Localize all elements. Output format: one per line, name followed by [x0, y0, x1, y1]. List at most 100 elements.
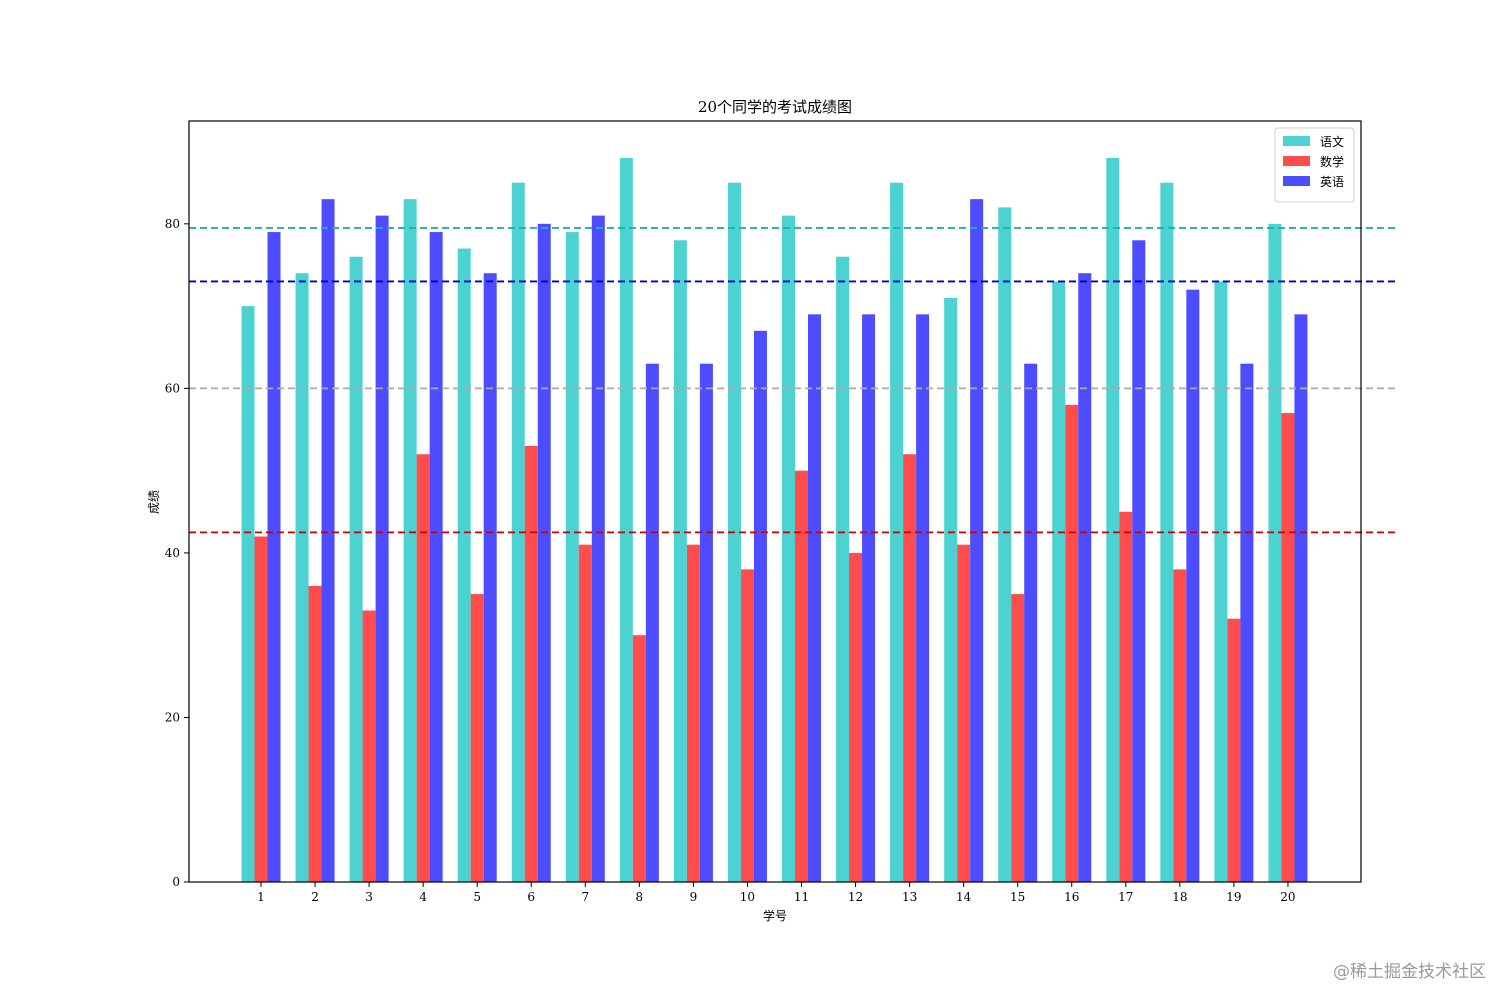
bar — [1268, 223, 1282, 883]
bar — [470, 594, 484, 882]
bar — [808, 314, 821, 882]
bar — [565, 232, 579, 882]
x-tick-label: 12 — [848, 890, 863, 904]
x-tick-label: 3 — [365, 890, 373, 904]
bar — [1160, 182, 1174, 882]
x-tick-label: 16 — [1064, 890, 1079, 904]
bar — [1186, 289, 1200, 882]
bar — [957, 544, 971, 882]
bar — [944, 297, 958, 882]
x-tick-label: 18 — [1172, 890, 1187, 904]
bar — [308, 585, 322, 882]
bar — [321, 199, 335, 883]
bar — [673, 240, 687, 883]
x-tick-label: 5 — [473, 890, 481, 904]
bar — [591, 215, 605, 882]
x-tick-label: 7 — [581, 890, 589, 904]
bar — [1173, 569, 1187, 882]
y-tick-label: 80 — [165, 217, 180, 231]
bar — [241, 306, 255, 882]
bar — [836, 256, 850, 882]
bar — [457, 248, 471, 882]
bar — [686, 544, 700, 882]
reference-lines-layer — [189, 227, 1395, 534]
bar — [1011, 594, 1025, 882]
bar — [1214, 281, 1228, 883]
y-axis-label: 成绩 — [147, 490, 161, 514]
bar — [699, 363, 713, 883]
bar — [998, 207, 1012, 882]
bar — [862, 314, 876, 882]
legend-swatch — [1283, 136, 1310, 146]
bar — [1227, 618, 1241, 882]
bar — [782, 215, 795, 882]
bar — [524, 445, 538, 882]
bar — [1294, 314, 1308, 882]
bar — [1106, 158, 1120, 883]
bar — [753, 330, 767, 882]
bar — [362, 610, 376, 882]
bar — [429, 232, 443, 882]
legend-swatch — [1283, 156, 1310, 166]
bar — [916, 314, 930, 882]
legend-label: 语文 — [1320, 134, 1344, 149]
bar — [1240, 363, 1254, 883]
bar — [1119, 511, 1133, 882]
bar — [1024, 363, 1038, 883]
watermark: @稀土掘金技术社区 — [1333, 962, 1486, 982]
x-tick-label: 20 — [1280, 890, 1295, 904]
bar — [1065, 404, 1079, 882]
x-tick-label: 6 — [527, 890, 535, 904]
bar — [295, 273, 309, 882]
bar — [740, 569, 754, 882]
bar — [416, 454, 430, 882]
bar — [849, 552, 863, 882]
bar — [1132, 240, 1146, 883]
bar — [375, 215, 389, 882]
bar — [483, 273, 497, 882]
bar — [1052, 281, 1066, 883]
plot-frame — [188, 120, 1362, 883]
x-tick-label: 8 — [636, 890, 644, 904]
x-tick-label: 14 — [956, 890, 972, 904]
y-tick-label: 20 — [165, 710, 180, 724]
x-tick-label: 1 — [257, 890, 265, 904]
x-axis-label: 学号 — [763, 908, 787, 923]
x-axis-ticks: 1 2 3 4 5 6 7 8 9 10 11 12 13 14 15 16 17 18 19 20 — [257, 882, 1296, 904]
x-tick-label: 4 — [419, 890, 427, 904]
bar — [645, 363, 659, 883]
bar — [619, 158, 633, 883]
legend-label: 数学 — [1320, 154, 1344, 169]
bar — [795, 470, 808, 882]
x-tick-label: 10 — [740, 890, 755, 904]
x-tick-label: 13 — [902, 890, 917, 904]
x-tick-label: 15 — [1010, 890, 1025, 904]
bar — [254, 536, 268, 882]
bar — [403, 199, 417, 883]
y-tick-label: 40 — [165, 546, 180, 560]
bar — [1281, 413, 1295, 882]
bar — [511, 182, 525, 882]
x-tick-label: 11 — [794, 890, 809, 904]
legend-label: 英语 — [1320, 175, 1344, 189]
legend-swatch — [1283, 176, 1310, 186]
bar — [349, 256, 363, 882]
bars-layer — [241, 158, 1308, 883]
chart-title: 20个同学的考试成绩图 — [698, 98, 852, 116]
bar — [537, 223, 551, 883]
x-tick-label: 19 — [1226, 890, 1241, 904]
x-tick-label: 2 — [311, 890, 319, 904]
bar — [1078, 273, 1092, 882]
bar — [267, 232, 281, 882]
bar — [632, 635, 646, 882]
bar — [578, 544, 592, 882]
x-tick-label: 17 — [1118, 890, 1133, 904]
y-tick-label: 0 — [172, 875, 180, 889]
y-tick-label: 60 — [165, 381, 180, 395]
bar — [970, 199, 984, 883]
x-tick-label: 9 — [690, 890, 698, 904]
y-axis-ticks: 0 20 40 60 80 — [165, 217, 189, 889]
bar — [903, 454, 917, 882]
